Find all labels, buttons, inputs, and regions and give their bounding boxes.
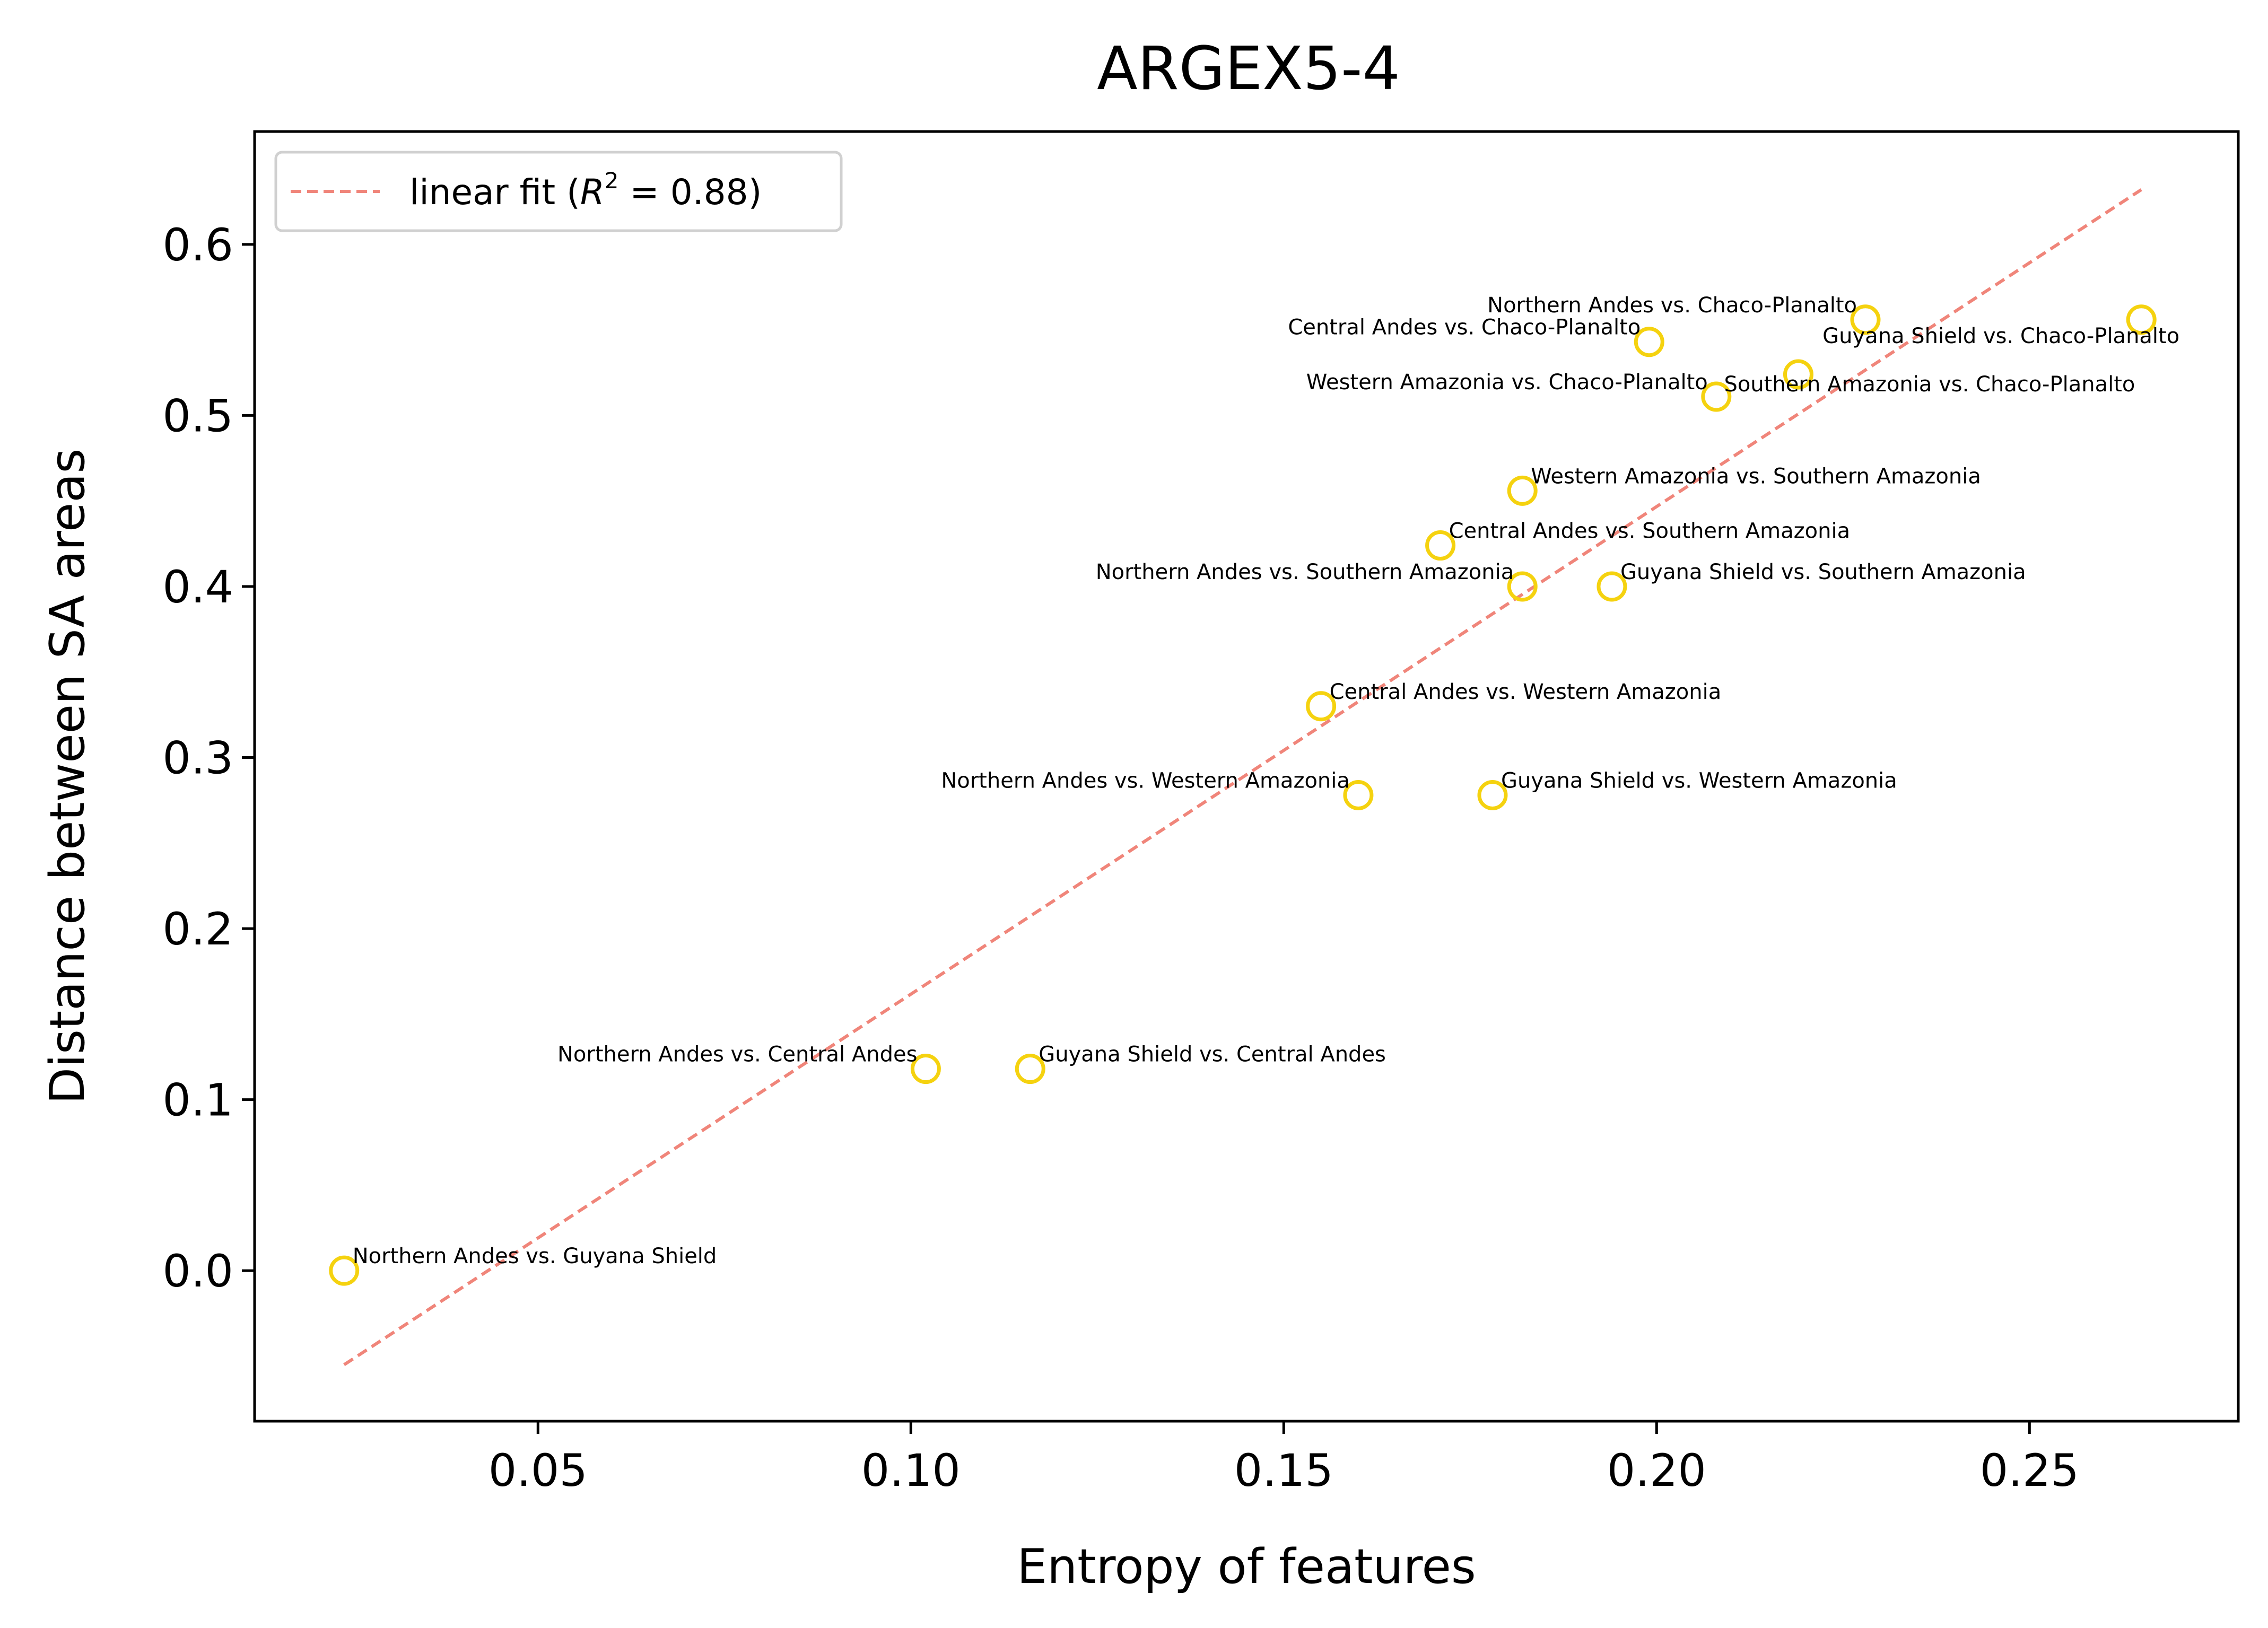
data-point bbox=[1306, 691, 1337, 722]
point-label: Northern Andes vs. Central Andes bbox=[557, 1043, 917, 1067]
legend-label-exponent: 2 bbox=[605, 168, 619, 194]
point-label: Western Amazonia vs. Chaco-Planalto bbox=[1306, 370, 1708, 395]
data-point bbox=[1507, 571, 1538, 602]
x-tick-label: 0.05 bbox=[489, 1445, 588, 1496]
point-label: Southern Amazonia vs. Chaco-Planalto bbox=[1724, 372, 2135, 397]
data-point bbox=[910, 1054, 941, 1084]
point-label: Western Amazonia vs. Southern Amazonia bbox=[1531, 464, 1981, 488]
point-label: Guyana Shield vs. Western Amazonia bbox=[1501, 768, 1897, 793]
data-point bbox=[1477, 780, 1508, 810]
legend-label-prefix: linear fit ( bbox=[409, 172, 580, 213]
legend-label: linear fit (R2 = 0.88) bbox=[409, 168, 762, 213]
x-axis-label: Entropy of features bbox=[1017, 1539, 1476, 1595]
x-tick-label: 0.15 bbox=[1234, 1445, 1333, 1496]
y-tick-label: 0.4 bbox=[162, 561, 233, 613]
legend-box bbox=[274, 151, 843, 232]
axes-frame bbox=[253, 130, 2240, 1423]
point-label: Central Andes vs. Western Amazonia bbox=[1330, 680, 1722, 704]
data-point bbox=[1850, 304, 1881, 335]
data-point bbox=[1425, 530, 1456, 561]
linear-fit-line bbox=[343, 188, 2142, 1367]
point-label: Central Andes vs. Southern Amazonia bbox=[1449, 519, 1851, 544]
data-point bbox=[1701, 381, 1732, 412]
data-point bbox=[1783, 359, 1813, 390]
y-tick-label: 0.2 bbox=[162, 903, 233, 955]
data-point bbox=[2126, 304, 2157, 335]
x-tick-label: 0.20 bbox=[1607, 1445, 1706, 1496]
x-axis: 0.05 0.10 0.15 0.20 0.25 bbox=[489, 1421, 2079, 1496]
x-tick-label: 0.10 bbox=[861, 1445, 961, 1496]
point-label: Northern Andes vs. Southern Amazonia bbox=[1096, 560, 1514, 584]
data-point bbox=[1015, 1054, 1045, 1084]
y-axis: 0.0 0.1 0.2 0.3 0.4 0.5 0.6 bbox=[162, 219, 255, 1297]
legend: linear fit (R2 = 0.88) bbox=[274, 151, 843, 232]
chart-title: ARGEX5-4 bbox=[1097, 34, 1400, 103]
data-point bbox=[329, 1255, 360, 1286]
y-tick-label: 0.5 bbox=[162, 390, 233, 442]
y-tick-label: 0.1 bbox=[162, 1074, 233, 1126]
point-label: Guyana Shield vs. Chaco-Planalto bbox=[1822, 324, 2179, 348]
point-label: Northern Andes vs. Chaco-Planalto bbox=[1487, 293, 1857, 318]
data-point bbox=[1507, 475, 1538, 506]
legend-label-r: R bbox=[580, 172, 605, 213]
x-tick-label: 0.25 bbox=[1980, 1445, 2079, 1496]
data-point bbox=[1597, 571, 1627, 602]
data-point bbox=[1634, 327, 1664, 357]
point-label: Guyana Shield vs. Southern Amazonia bbox=[1620, 560, 2026, 584]
point-label: Guyana Shield vs. Central Andes bbox=[1039, 1043, 1386, 1067]
y-tick-label: 0.3 bbox=[162, 732, 233, 784]
y-tick-label: 0.0 bbox=[162, 1245, 233, 1297]
legend-label-suffix: = 0.88) bbox=[618, 172, 762, 213]
plot-area: Northern Andes vs. Guyana Shield Northern… bbox=[329, 188, 2179, 1367]
data-point bbox=[1343, 780, 1374, 810]
point-label: Northern Andes vs. Western Amazonia bbox=[941, 768, 1350, 793]
point-label: Central Andes vs. Chaco-Planalto bbox=[1288, 316, 1641, 340]
point-label: Northern Andes vs. Guyana Shield bbox=[353, 1244, 717, 1268]
y-axis-label: Distance between SA areas bbox=[40, 449, 95, 1105]
y-tick-label: 0.6 bbox=[162, 219, 233, 271]
